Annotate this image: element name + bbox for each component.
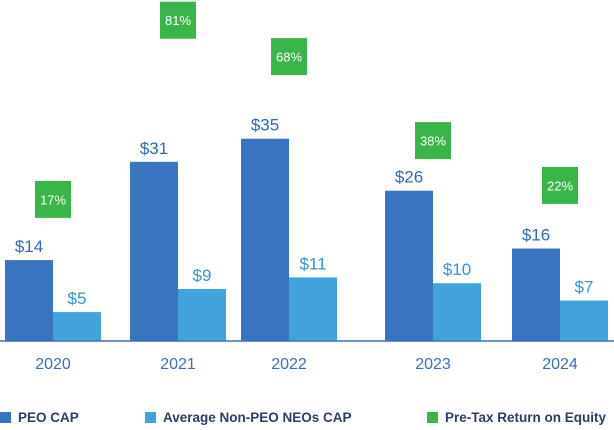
legend-swatch-peo-cap	[0, 412, 11, 423]
legend-item-peo-cap: PEO CAP	[0, 410, 79, 425]
bar-nonpeo-2024	[560, 300, 608, 341]
value-label-nonpeo-2024: $7	[575, 278, 594, 297]
value-label-peo-2023: $26	[395, 168, 423, 187]
roe-marker-2024	[542, 166, 578, 204]
value-label-nonpeo-2023: $10	[443, 260, 471, 279]
legend-item-non-peo-cap: Average Non-PEO NEOs CAP	[145, 410, 352, 425]
bar-nonpeo-2020	[53, 312, 101, 341]
roe-label-2022: 68%	[276, 50, 302, 65]
x-tick-label-2020: 2020	[35, 356, 71, 373]
value-label-peo-2022: $35	[251, 116, 279, 135]
bar-peo-2023	[385, 190, 433, 341]
roe-label-2020: 17%	[40, 192, 66, 207]
value-label-peo-2021: $31	[140, 139, 168, 158]
legend-item-pretax-roe: Pre-Tax Return on Equity	[427, 410, 606, 425]
roe-label-2021: 81%	[165, 13, 191, 28]
roe-marker-2021	[160, 1, 196, 39]
bar-peo-2022	[241, 138, 289, 341]
value-label-nonpeo-2020: $5	[68, 289, 87, 308]
legend-swatch-non-peo-cap	[145, 412, 156, 423]
roe-marker-2020	[35, 180, 71, 218]
legend-label-peo-cap: PEO CAP	[18, 410, 79, 425]
bar-nonpeo-2023	[433, 283, 481, 341]
legend-swatch-pretax-roe	[427, 412, 438, 423]
roe-label-2023: 38%	[420, 134, 446, 149]
legend-label-non-peo-cap: Average Non-PEO NEOs CAP	[163, 410, 352, 425]
chart: $14 $31 $35 $26 $16 $5 $9 $11 $10 $7 2020 2021 2022 2…	[0, 1, 614, 373]
x-tick-label-2024: 2024	[542, 356, 578, 373]
roe-marker-2023	[415, 122, 451, 160]
value-label-nonpeo-2022: $11	[299, 254, 326, 273]
bar-nonpeo-2022	[289, 277, 337, 341]
value-label-peo-2020: $14	[15, 237, 43, 256]
value-label-peo-2024: $16	[522, 226, 550, 245]
bar-peo-2021	[130, 161, 178, 341]
value-label-nonpeo-2021: $9	[193, 266, 212, 285]
bar-nonpeo-2021	[178, 288, 226, 341]
x-tick-label-2023: 2023	[415, 356, 451, 373]
legend: PEO CAP Average Non-PEO NEOs CAP Pre-Tax…	[0, 410, 614, 430]
x-tick-label-2022: 2022	[271, 356, 307, 373]
x-tick-label-2021: 2021	[160, 356, 196, 373]
roe-marker-2022	[271, 38, 307, 76]
bar-peo-2024	[512, 248, 560, 341]
bar-peo-2020	[5, 260, 53, 341]
legend-label-pretax-roe: Pre-Tax Return on Equity	[445, 410, 607, 425]
roe-label-2024: 22%	[547, 178, 573, 193]
